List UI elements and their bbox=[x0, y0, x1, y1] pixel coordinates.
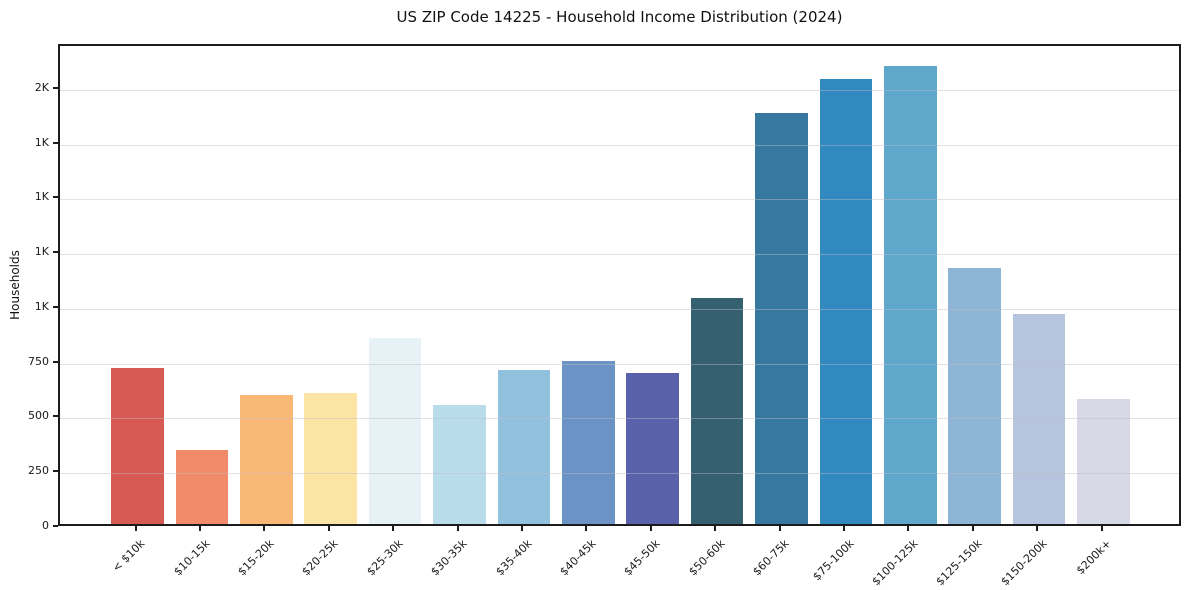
x-tick-label: $10-15k bbox=[170, 537, 213, 579]
y-tick-mark bbox=[53, 525, 58, 527]
y-tick-label: 1K bbox=[34, 245, 49, 259]
gridline bbox=[60, 418, 1179, 420]
x-tick-label: $30-35k bbox=[428, 537, 470, 579]
y-tick-label: 1K bbox=[34, 299, 49, 313]
x-tick-label: $125-150k bbox=[933, 537, 985, 589]
gridline bbox=[60, 363, 1179, 365]
plot-area bbox=[58, 44, 1181, 526]
x-tick-label: $100-125k bbox=[869, 537, 921, 589]
x-tick-label: < $10k bbox=[110, 537, 148, 575]
x-tick-label: $45-50k bbox=[621, 537, 663, 579]
x-tick-mark bbox=[714, 526, 717, 531]
x-tick-label: $20-25k bbox=[299, 537, 341, 579]
x-tick-mark bbox=[585, 526, 588, 531]
bar bbox=[755, 113, 808, 524]
x-tick-mark bbox=[198, 526, 201, 531]
x-tick-label: $50-60k bbox=[686, 537, 728, 579]
x-tick-mark bbox=[778, 526, 781, 531]
gridline bbox=[60, 199, 1179, 201]
y-tick-mark bbox=[53, 415, 58, 418]
x-tick-label: $200k+ bbox=[1073, 537, 1114, 578]
bar bbox=[239, 394, 293, 524]
x-tick-mark bbox=[134, 526, 137, 531]
bar bbox=[433, 404, 486, 524]
x-tick-mark bbox=[327, 526, 330, 531]
gridline bbox=[60, 473, 1179, 475]
x-tick-mark bbox=[649, 526, 652, 531]
y-tick-label: 500 bbox=[28, 409, 49, 423]
y-tick-mark bbox=[53, 141, 58, 144]
y-tick-label: 2K bbox=[34, 80, 49, 94]
bar bbox=[561, 360, 615, 524]
x-tick-mark bbox=[971, 526, 974, 531]
x-tick-mark bbox=[907, 526, 910, 531]
x-tick-mark bbox=[392, 526, 395, 531]
bar bbox=[111, 368, 164, 524]
bar bbox=[948, 267, 1002, 524]
x-tick-mark bbox=[1036, 526, 1039, 531]
bar bbox=[626, 372, 680, 524]
x-tick-label: $60-75k bbox=[750, 537, 792, 579]
bar bbox=[175, 449, 229, 524]
y-tick-mark bbox=[53, 470, 58, 473]
y-tick-mark bbox=[53, 360, 58, 363]
chart-title: US ZIP Code 14225 - Household Income Dis… bbox=[396, 8, 843, 26]
x-tick-label: $25-30k bbox=[364, 537, 406, 579]
x-tick-mark bbox=[520, 526, 523, 531]
gridline bbox=[60, 308, 1179, 310]
x-tick-mark bbox=[263, 526, 266, 531]
bar bbox=[497, 369, 551, 524]
gridline bbox=[60, 144, 1179, 146]
gridline bbox=[60, 89, 1179, 91]
y-tick-mark bbox=[53, 251, 58, 254]
x-tick-label: $150-200k bbox=[998, 537, 1050, 589]
bar bbox=[883, 66, 937, 524]
bar bbox=[690, 298, 744, 524]
bar bbox=[368, 337, 422, 524]
x-tick-label: $40-45k bbox=[557, 537, 599, 579]
x-tick-mark bbox=[1100, 526, 1103, 531]
x-tick-mark bbox=[842, 526, 845, 531]
x-tick-mark bbox=[456, 526, 459, 531]
y-tick-label: 0 bbox=[42, 519, 49, 532]
bar bbox=[819, 79, 873, 524]
gridline bbox=[60, 254, 1179, 256]
y-tick-label: 250 bbox=[28, 464, 49, 478]
x-tick-label: $75-100k bbox=[809, 537, 857, 584]
y-tick-mark bbox=[53, 86, 58, 89]
bar bbox=[1077, 399, 1130, 524]
x-tick-label: $15-20k bbox=[235, 537, 277, 579]
y-tick-label: 1K bbox=[34, 135, 49, 149]
y-tick-label: 1K bbox=[34, 190, 49, 204]
x-tick-label: $35-40k bbox=[492, 537, 535, 579]
y-tick-mark bbox=[53, 305, 58, 308]
bar bbox=[304, 392, 358, 524]
bar bbox=[1012, 313, 1066, 524]
y-tick-mark bbox=[53, 196, 58, 199]
y-tick-label: 750 bbox=[28, 354, 49, 368]
